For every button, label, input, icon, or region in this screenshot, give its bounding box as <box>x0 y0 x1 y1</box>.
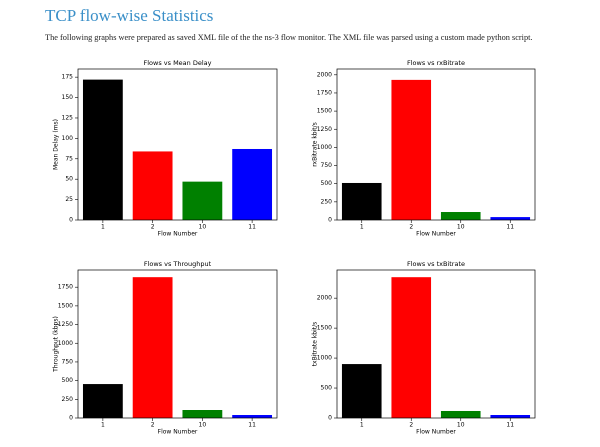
chart-title: Flows vs Throughput <box>144 260 212 268</box>
x-axis-label: Flow Number <box>158 231 198 238</box>
chart-title: Flows vs Mean Delay <box>143 59 211 67</box>
y-tick-label: 500 <box>321 385 333 392</box>
y-tick-label: 1000 <box>317 355 332 362</box>
y-tick-label: 1750 <box>58 284 73 291</box>
y-tick-label: 175 <box>62 74 74 81</box>
y-tick-label: 0 <box>69 415 73 422</box>
bar <box>440 212 481 220</box>
page-title: TCP flow-wise Statistics <box>45 6 214 25</box>
x-axis-label: Flow Number <box>416 429 456 436</box>
plot-frame <box>336 269 536 419</box>
x-tick-label: 10 <box>457 422 465 429</box>
y-tick-label: 1500 <box>58 302 73 309</box>
y-tick-label: 500 <box>62 377 74 384</box>
x-tick-label: 2 <box>151 422 155 429</box>
x-tick-label: 1 <box>360 422 364 429</box>
bar <box>341 182 382 220</box>
y-tick-label: 0 <box>328 415 332 422</box>
intro-text: The following graphs were prepared as sa… <box>45 33 533 42</box>
y-tick-label: 250 <box>62 396 74 403</box>
x-axis-label: Flow Number <box>416 231 456 238</box>
bar <box>232 148 273 220</box>
y-tick-label: 0 <box>328 217 332 224</box>
y-tick-label: 1250 <box>58 321 73 328</box>
bar <box>82 79 123 220</box>
y-tick-label: 2000 <box>317 295 332 302</box>
x-tick-label: 10 <box>199 422 207 429</box>
y-tick-label: 750 <box>62 358 74 365</box>
y-tick-label: 250 <box>321 198 333 205</box>
x-tick-label: 11 <box>248 224 256 231</box>
bar <box>182 410 223 418</box>
y-tick-label: 1500 <box>317 325 332 332</box>
bar <box>490 415 531 418</box>
bar <box>391 79 432 220</box>
x-tick-label: 2 <box>151 224 155 231</box>
y-axis-label: Mean Delay (ms) <box>53 119 60 170</box>
bar <box>440 410 481 418</box>
x-tick-label: 2 <box>409 422 413 429</box>
chart-title: Flows vs txBitrate <box>407 260 465 268</box>
bar <box>132 277 173 418</box>
y-tick-label: 50 <box>65 176 73 183</box>
y-tick-label: 25 <box>65 196 73 203</box>
plot-frame <box>77 68 278 221</box>
plot-frame <box>336 68 536 221</box>
y-axis-label: rxBitrate kbit/s <box>312 122 319 167</box>
y-tick-label: 2000 <box>317 71 332 78</box>
x-tick-label: 11 <box>506 422 514 429</box>
x-tick-label: 1 <box>101 224 105 231</box>
y-tick-label: 100 <box>62 135 74 142</box>
x-tick-label: 10 <box>199 224 207 231</box>
bar <box>391 277 432 418</box>
y-axis-label: txBitrate kbit/s <box>312 322 319 367</box>
x-axis-label: Flow Number <box>158 429 198 436</box>
y-tick-label: 750 <box>321 162 333 169</box>
y-tick-label: 1250 <box>317 126 332 133</box>
x-tick-label: 1 <box>101 422 105 429</box>
y-tick-label: 1750 <box>317 89 332 96</box>
y-tick-label: 500 <box>321 180 333 187</box>
y-tick-label: 75 <box>65 155 73 162</box>
y-tick-label: 1500 <box>317 108 332 115</box>
chart-title: Flows vs rxBitrate <box>407 59 465 67</box>
y-tick-label: 0 <box>69 217 73 224</box>
bar <box>232 415 273 418</box>
y-tick-label: 150 <box>62 94 74 101</box>
x-tick-label: 2 <box>409 224 413 231</box>
bar <box>490 217 531 220</box>
y-tick-label: 125 <box>62 114 74 121</box>
bar <box>341 364 382 418</box>
plot-frame <box>77 269 278 419</box>
y-tick-label: 1000 <box>58 340 73 347</box>
x-tick-label: 10 <box>457 224 465 231</box>
x-tick-label: 11 <box>506 224 514 231</box>
y-tick-label: 1000 <box>317 144 332 151</box>
bar <box>182 181 223 220</box>
y-axis-label: Throughput (kbps) <box>53 316 60 373</box>
x-tick-label: 11 <box>248 422 256 429</box>
bar <box>82 384 123 418</box>
x-tick-label: 1 <box>360 224 364 231</box>
bar <box>132 151 173 220</box>
